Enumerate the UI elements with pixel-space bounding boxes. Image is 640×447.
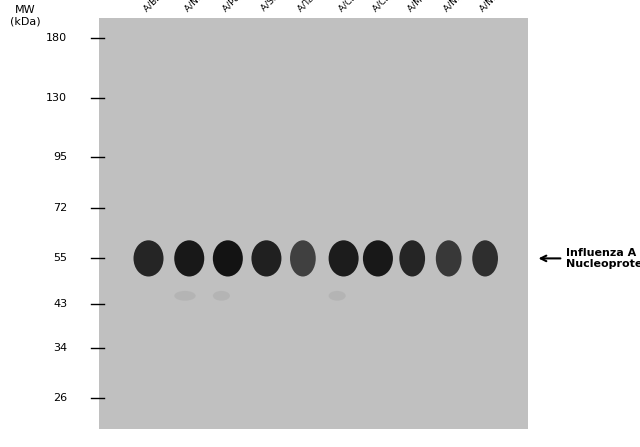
Text: 43: 43 bbox=[53, 299, 67, 309]
Text: A/Canada/6294/09 (H1N1): A/Canada/6294/09 (H1N1) bbox=[372, 0, 461, 13]
Text: A/Taiwan/42/06 (H1N1): A/Taiwan/42/06 (H1N1) bbox=[296, 0, 376, 13]
Ellipse shape bbox=[328, 240, 358, 277]
Text: 180: 180 bbox=[46, 33, 67, 42]
Text: A/New York/01/09 (H1N1): A/New York/01/09 (H1N1) bbox=[442, 0, 529, 13]
Ellipse shape bbox=[290, 240, 316, 277]
Text: A/Singapore/63/04 (H1N1): A/Singapore/63/04 (H1N1) bbox=[260, 0, 350, 13]
Ellipse shape bbox=[213, 240, 243, 277]
Ellipse shape bbox=[436, 240, 461, 277]
Ellipse shape bbox=[252, 240, 282, 277]
Ellipse shape bbox=[328, 291, 346, 301]
Text: A/New York/02/09 (H1N1): A/New York/02/09 (H1N1) bbox=[479, 0, 566, 13]
Ellipse shape bbox=[363, 240, 393, 277]
Ellipse shape bbox=[134, 240, 164, 277]
Bar bbox=[99, 18, 528, 429]
Ellipse shape bbox=[213, 291, 230, 301]
Text: A/Brisbane/59/07 (H1N1): A/Brisbane/59/07 (H1N1) bbox=[142, 0, 228, 13]
Ellipse shape bbox=[174, 240, 204, 277]
Text: Influenza A virus
Nucleoprotein: Influenza A virus Nucleoprotein bbox=[566, 248, 640, 269]
Ellipse shape bbox=[174, 291, 196, 301]
Text: 130: 130 bbox=[46, 93, 67, 103]
Ellipse shape bbox=[399, 240, 425, 277]
Text: A/New Cal/20/99 (H1N1): A/New Cal/20/99 (H1N1) bbox=[183, 0, 267, 13]
Text: A/California/07/09 (H1N1): A/California/07/09 (H1N1) bbox=[337, 0, 426, 13]
Text: 55: 55 bbox=[53, 253, 67, 263]
Text: MW
(kDa): MW (kDa) bbox=[10, 5, 41, 27]
Text: 34: 34 bbox=[53, 343, 67, 353]
Text: 72: 72 bbox=[53, 203, 67, 213]
Text: A/Mexico/4108/09 (H1N1): A/Mexico/4108/09 (H1N1) bbox=[406, 0, 494, 13]
Text: 26: 26 bbox=[53, 393, 67, 403]
Text: 95: 95 bbox=[53, 152, 67, 161]
Text: A/Puerto Rico/8/34 (H1N1): A/Puerto Rico/8/34 (H1N1) bbox=[221, 0, 312, 13]
Ellipse shape bbox=[472, 240, 498, 277]
